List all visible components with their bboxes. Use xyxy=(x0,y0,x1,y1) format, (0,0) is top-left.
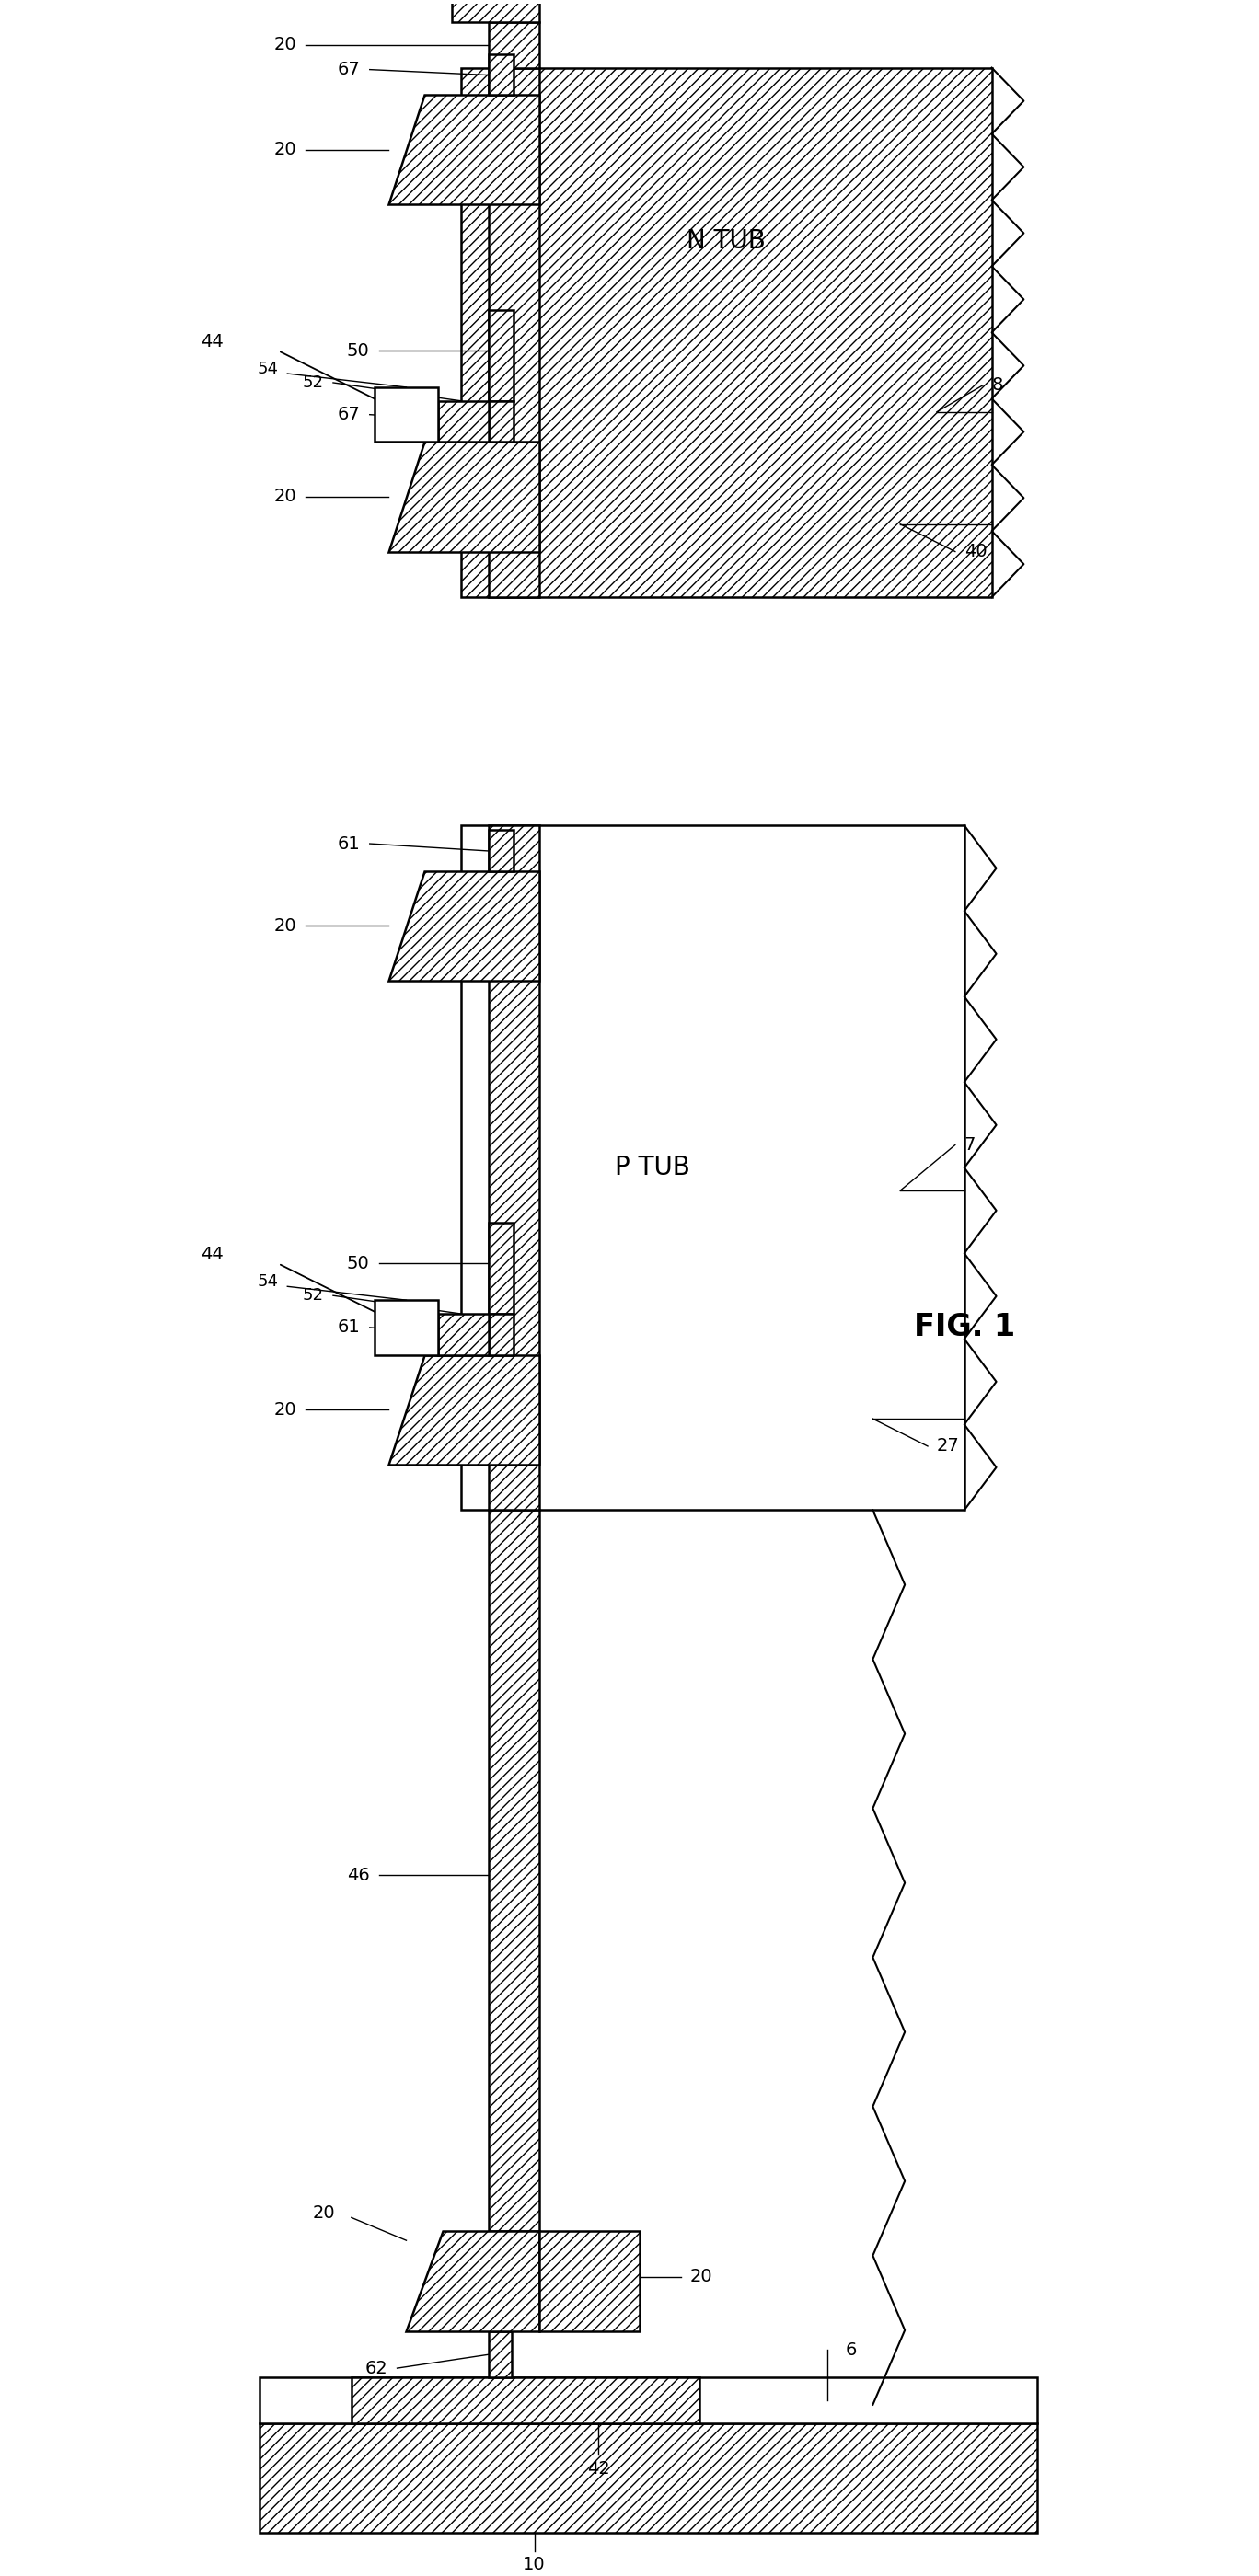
Text: P TUB: P TUB xyxy=(614,1154,690,1180)
Text: 44: 44 xyxy=(200,1247,223,1262)
Bar xyxy=(488,824,539,1510)
Text: 20: 20 xyxy=(690,2267,713,2285)
Text: 54: 54 xyxy=(257,361,278,376)
Polygon shape xyxy=(388,95,539,204)
Bar xyxy=(488,23,539,67)
Bar xyxy=(488,402,514,443)
Text: 27: 27 xyxy=(937,1437,959,1455)
Bar xyxy=(488,829,514,871)
Text: 20: 20 xyxy=(274,142,297,160)
Bar xyxy=(488,67,539,598)
Polygon shape xyxy=(388,871,539,981)
Text: FIG. 1: FIG. 1 xyxy=(914,1311,1015,1342)
Bar xyxy=(539,2231,640,2331)
Text: 67: 67 xyxy=(337,407,360,422)
Text: 40: 40 xyxy=(964,544,987,562)
Bar xyxy=(488,1314,514,1355)
Bar xyxy=(488,1510,539,2231)
Polygon shape xyxy=(388,1355,539,1463)
Text: 20: 20 xyxy=(274,487,297,505)
Text: 8: 8 xyxy=(992,376,1003,394)
Text: 54: 54 xyxy=(257,1273,278,1291)
Text: 46: 46 xyxy=(347,1868,370,1883)
Text: 42: 42 xyxy=(587,2460,609,2478)
Text: 52: 52 xyxy=(303,374,324,392)
Bar xyxy=(488,309,514,402)
Bar xyxy=(438,402,488,443)
Bar xyxy=(488,2331,511,2378)
Text: 20: 20 xyxy=(274,917,297,935)
Text: 20: 20 xyxy=(312,2205,335,2221)
Text: 61: 61 xyxy=(337,1319,360,1337)
Bar xyxy=(488,1224,514,1314)
Bar xyxy=(374,386,438,443)
Bar xyxy=(259,2424,1037,2532)
Text: 10: 10 xyxy=(522,2555,545,2573)
Bar xyxy=(374,1301,438,1355)
Bar xyxy=(461,824,964,1510)
Text: 20: 20 xyxy=(274,36,297,54)
Bar xyxy=(438,1314,488,1355)
Polygon shape xyxy=(407,2231,539,2331)
Text: 6: 6 xyxy=(845,2342,857,2360)
Text: 61: 61 xyxy=(337,835,360,853)
Text: 44: 44 xyxy=(200,332,223,350)
Bar xyxy=(488,54,514,95)
Bar xyxy=(461,67,992,598)
Text: 67: 67 xyxy=(337,62,360,77)
Bar xyxy=(351,2378,699,2424)
Text: 62: 62 xyxy=(365,2360,388,2378)
Polygon shape xyxy=(388,443,539,551)
Bar xyxy=(259,2378,1037,2424)
Text: 7: 7 xyxy=(964,1136,976,1154)
Text: 50: 50 xyxy=(347,343,370,361)
Text: 50: 50 xyxy=(347,1255,370,1273)
Text: 52: 52 xyxy=(303,1288,324,1303)
Bar xyxy=(452,0,539,23)
Text: N TUB: N TUB xyxy=(687,229,765,255)
Text: 20: 20 xyxy=(274,1401,297,1419)
